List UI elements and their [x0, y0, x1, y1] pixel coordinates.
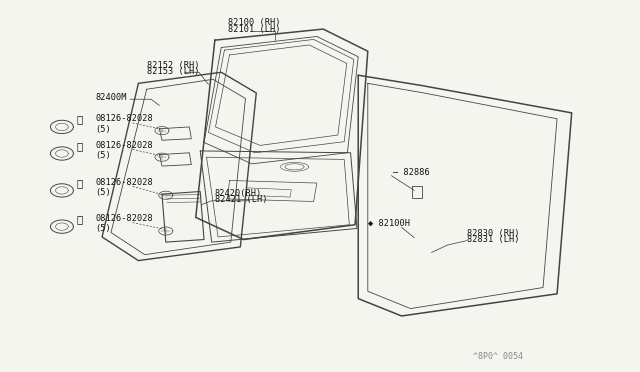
Text: 82831 (LH): 82831 (LH) [467, 235, 519, 244]
Text: Ⓑ: Ⓑ [77, 178, 83, 188]
Text: 82421 (LH): 82421 (LH) [215, 195, 268, 205]
Text: — 82886: — 82886 [394, 168, 430, 177]
Text: 82830 (RH): 82830 (RH) [467, 229, 519, 238]
Text: 82100 (RH): 82100 (RH) [228, 18, 280, 27]
Text: 08126-82028: 08126-82028 [96, 141, 154, 150]
Text: 82400M: 82400M [96, 93, 127, 102]
Text: (5): (5) [96, 188, 111, 197]
Text: (5): (5) [96, 151, 111, 160]
Text: (5): (5) [96, 224, 111, 233]
Text: 08126-82028: 08126-82028 [96, 214, 154, 223]
Text: Ⓑ: Ⓑ [77, 114, 83, 124]
Text: ◆ 82100H: ◆ 82100H [368, 218, 410, 227]
Text: 08126-82028: 08126-82028 [96, 114, 154, 123]
Text: 08126-82028: 08126-82028 [96, 178, 154, 187]
Text: 82420(RH): 82420(RH) [215, 189, 262, 198]
Text: 82152 (RH): 82152 (RH) [147, 61, 199, 70]
Text: ^8P0^ 0054: ^8P0^ 0054 [473, 352, 523, 361]
Text: 82153 (LH): 82153 (LH) [147, 67, 199, 76]
Text: Ⓑ: Ⓑ [77, 141, 83, 151]
Text: (5): (5) [96, 125, 111, 134]
Text: Ⓑ: Ⓑ [77, 214, 83, 224]
Text: 82101 (LH): 82101 (LH) [228, 25, 280, 34]
